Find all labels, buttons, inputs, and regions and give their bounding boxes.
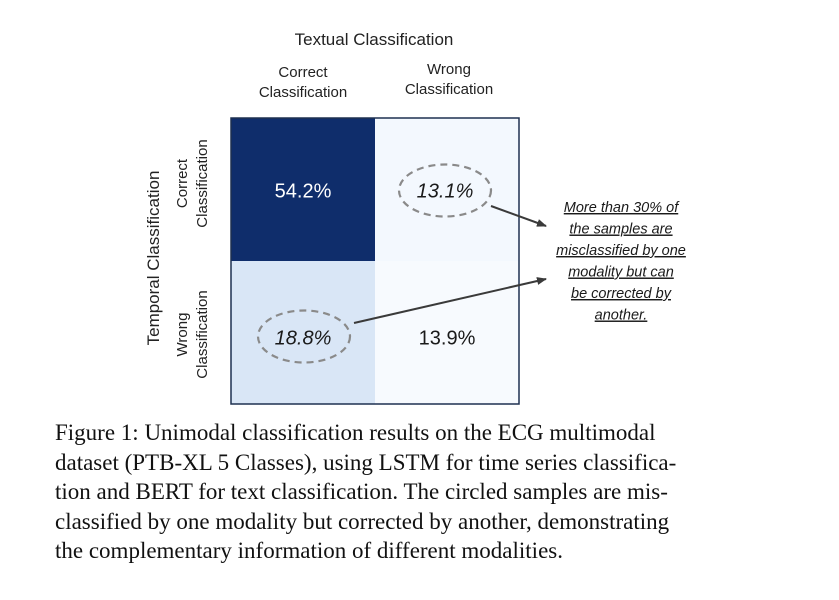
heatmap-cell-r1-c1 <box>375 261 519 404</box>
y-axis-title: Temporal Classification <box>144 171 163 346</box>
highlight-circle-r0-c1 <box>397 163 493 218</box>
row-header-0-line-1: Classification <box>194 139 211 227</box>
caption-line-5: the complementary information of differe… <box>55 538 563 563</box>
annotation-line-1: the samples are <box>569 222 672 238</box>
row-header-0-line-0: Correct <box>174 158 191 208</box>
caption-line-4: classified by one modality but corrected… <box>55 508 670 534</box>
annotation-line-4: be corrected by <box>571 286 672 302</box>
confusion-heatmap: Textual Classification CorrectClassifica… <box>144 30 686 405</box>
x-axis-title: Textual Classification <box>295 30 454 49</box>
arrow-from-top-right <box>490 205 547 227</box>
annotation-line-3: modality but can <box>568 265 674 281</box>
annotation-text: More than 30% of the samples are misclassi… <box>556 200 686 324</box>
row-header-1-line-1: Classification <box>194 290 211 378</box>
heatmap-cells: 54.2% 13.1% 18.8% 13.9% <box>231 118 519 404</box>
heatmap-border <box>230 117 520 405</box>
caption-line-1: Figure 1: Unimodal classification result… <box>55 420 656 445</box>
cell-label-r0-c1: 13.1% <box>417 181 474 203</box>
column-header-1-line-1: Classification <box>405 81 493 98</box>
cell-label-r1-c1: 13.9% <box>419 328 476 350</box>
arrow-from-bottom-left <box>353 277 547 324</box>
figure-caption: Figure 1: Unimodal classification result… <box>55 418 785 566</box>
annotation-line-0: More than 30% of <box>564 200 680 216</box>
annotation-line-2: misclassified by one <box>556 243 686 259</box>
heatmap-cell-r1-c0 <box>231 261 375 404</box>
cell-label-r1-c0: 18.8% <box>275 328 332 350</box>
heatmap-cell-r0-c1 <box>375 118 519 261</box>
caption-line-3: tion and BERT for text classification. T… <box>55 479 668 504</box>
caption-line-2: dataset (PTB-XL 5 Classes), using LSTM f… <box>55 449 677 475</box>
row-header-1-line-0: Wrong <box>174 313 191 357</box>
column-header-1-line-0: Wrong <box>427 61 471 78</box>
cell-label-r0-c0: 54.2% <box>275 181 332 203</box>
highlight-circle-r1-c0 <box>256 309 352 364</box>
heatmap-cell-r0-c0 <box>231 118 375 261</box>
column-headers: Correct Classification Wrong Classification <box>259 61 493 101</box>
column-header-0-line-1: Classification <box>259 84 347 101</box>
column-header-0-line-0: Correct <box>278 64 328 81</box>
annotation-line-5: another. <box>595 308 648 324</box>
